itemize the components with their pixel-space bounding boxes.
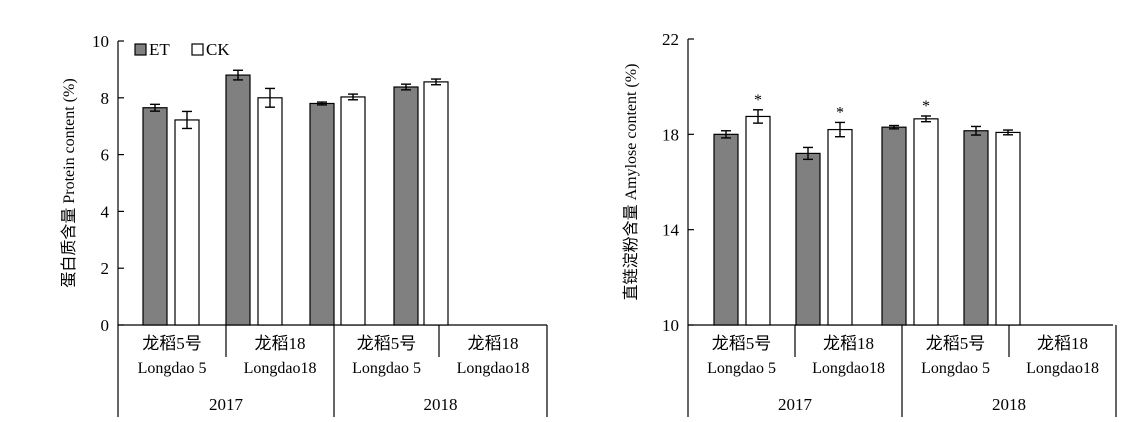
y-tick-label: 14 bbox=[662, 221, 680, 240]
bar-et bbox=[309, 102, 335, 326]
protein-chart: 0 2 4 6 8 10 蛋白质含量 Protein content (%) 龙稻5号 Long… bbox=[60, 32, 548, 417]
legend-swatch-et bbox=[134, 43, 147, 56]
category-label-en: Longdao 5 bbox=[921, 360, 990, 377]
category-label-cn: 龙稻18 bbox=[823, 334, 874, 353]
bar-ck bbox=[913, 118, 939, 326]
significance-marker: * bbox=[754, 92, 762, 109]
category-label-cn: 龙稻18 bbox=[468, 334, 519, 353]
y-tick-label: 22 bbox=[662, 30, 679, 49]
y-tick-label: 2 bbox=[101, 259, 110, 278]
bar-ck bbox=[745, 115, 771, 326]
y-tick-label: 10 bbox=[92, 32, 109, 51]
bar-ck bbox=[423, 81, 449, 326]
bar-ck bbox=[995, 131, 1021, 326]
category-label-cn: 龙稻5号 bbox=[357, 334, 417, 353]
y-tick-label: 8 bbox=[101, 89, 110, 108]
category-label-en: Longdao 5 bbox=[707, 360, 776, 377]
amylose-chart: 10 14 18 22 直链淀粉含量 Amylose content (%) 龙稻5号 Lo… bbox=[622, 30, 1117, 417]
category-label-en: Longdao18 bbox=[244, 360, 317, 377]
bar-et bbox=[393, 86, 419, 326]
group-label-year: 2017 bbox=[778, 395, 813, 414]
significance-marker: * bbox=[922, 98, 930, 115]
category-label-cn: 龙稻18 bbox=[1037, 334, 1088, 353]
bar-et bbox=[881, 126, 907, 326]
bar-ck bbox=[827, 128, 853, 326]
category-label-en: Longdao18 bbox=[1026, 360, 1099, 377]
y-tick-label: 10 bbox=[662, 316, 679, 335]
category-label-en: Longdao 5 bbox=[138, 360, 207, 377]
category-label-en: Longdao18 bbox=[812, 360, 885, 377]
y-tick-label: 0 bbox=[101, 316, 110, 335]
category-label-cn: 龙稻18 bbox=[255, 334, 306, 353]
bar-ck bbox=[257, 97, 283, 326]
category-label-en: Longdao18 bbox=[457, 360, 530, 377]
bar-ck bbox=[174, 119, 200, 326]
bar-et bbox=[795, 152, 821, 326]
category-label-en: Longdao 5 bbox=[352, 360, 421, 377]
bar-et bbox=[142, 107, 168, 326]
legend-label-ck: CK bbox=[206, 40, 230, 59]
significance-marker: * bbox=[836, 104, 844, 121]
group-label-year: 2018 bbox=[424, 395, 458, 414]
y-tick-label: 6 bbox=[101, 146, 110, 165]
y-tick-label: 4 bbox=[101, 202, 110, 221]
bar-et bbox=[963, 130, 989, 326]
y-axis-label: 蛋白质含量 Protein content (%) bbox=[60, 78, 78, 287]
legend-label-et: ET bbox=[149, 40, 170, 59]
legend-swatch-ck bbox=[191, 43, 204, 56]
bar-et bbox=[713, 133, 739, 326]
y-tick-label: 18 bbox=[662, 125, 679, 144]
bar-ck bbox=[340, 96, 366, 326]
bar-et bbox=[225, 74, 251, 326]
y-axis-label: 直链淀粉含量 Amylose content (%) bbox=[622, 64, 640, 301]
category-label-cn: 龙稻5号 bbox=[926, 334, 986, 353]
category-label-cn: 龙稻5号 bbox=[142, 334, 202, 353]
category-label-cn: 龙稻5号 bbox=[712, 334, 772, 353]
group-label-year: 2017 bbox=[209, 395, 244, 414]
group-label-year: 2018 bbox=[992, 395, 1026, 414]
